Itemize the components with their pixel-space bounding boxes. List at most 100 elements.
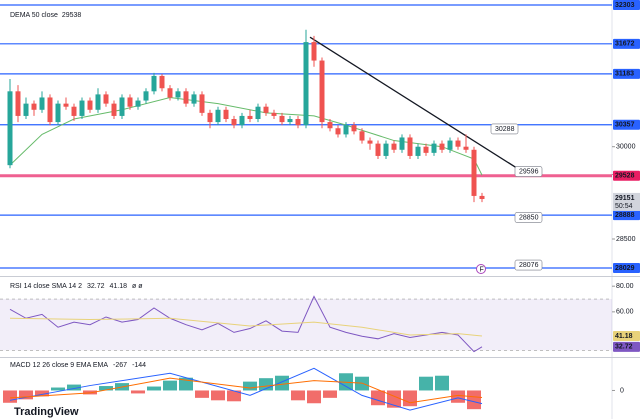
line <box>9 295 483 353</box>
histogram-bar <box>19 390 33 400</box>
annotation-box <box>490 123 519 135</box>
rsi-band <box>0 299 612 351</box>
flag-icon-f: F <box>480 266 484 273</box>
legend-value: 41.18 <box>110 283 128 290</box>
level-label-bg <box>613 68 640 79</box>
candle-body <box>23 103 29 116</box>
histogram-bar <box>211 390 225 401</box>
histogram-bar <box>131 390 145 394</box>
histogram-bar <box>195 390 209 398</box>
level-label: 32303 <box>615 2 635 9</box>
candle-body <box>351 125 357 132</box>
candle-body <box>159 75 165 89</box>
annotation: 28850 <box>519 214 539 221</box>
candle-body <box>263 106 269 113</box>
candle-body <box>327 122 333 129</box>
last-value-label-bg <box>613 341 640 352</box>
legend-value: -267 <box>113 362 127 369</box>
line <box>9 377 483 404</box>
histogram-bar <box>323 390 337 398</box>
candle-body <box>471 149 477 196</box>
candle-body <box>431 143 437 153</box>
annotation-box <box>514 212 543 223</box>
annotation: 28076 <box>519 262 539 269</box>
level-label-bg <box>613 38 640 49</box>
legend-value: 32.72 <box>87 283 105 290</box>
histogram-bar <box>451 390 465 403</box>
histogram-bar <box>243 381 257 391</box>
candle-body <box>207 112 213 123</box>
candle-body <box>303 42 309 126</box>
candle-body <box>407 137 413 156</box>
histogram-bar <box>435 375 449 391</box>
candle-body <box>103 94 109 104</box>
line <box>9 367 483 411</box>
candle-body <box>199 94 205 113</box>
candle-body <box>359 131 365 141</box>
candle-body <box>463 146 469 150</box>
histogram-bar <box>67 384 81 391</box>
candle-body <box>447 140 453 150</box>
candle-body <box>223 109 229 120</box>
candle-body <box>239 115 245 126</box>
level-label: 28888 <box>615 212 635 219</box>
y-tick-label: 60.00 <box>616 309 634 316</box>
histogram-bar <box>467 390 481 410</box>
histogram-bar <box>147 386 161 391</box>
flag-icon <box>476 264 486 274</box>
annotation: 29596 <box>519 168 539 175</box>
candle-body <box>15 91 21 116</box>
candle-body <box>287 119 293 123</box>
candle-body <box>455 140 461 147</box>
histogram-bar <box>51 387 65 391</box>
pane-title: RSI 14 close SMA 14 2 <box>10 283 82 290</box>
candle-body <box>63 103 69 107</box>
histogram-bar <box>35 390 49 397</box>
candle-body <box>151 75 157 92</box>
candle-body <box>31 103 37 110</box>
last-value-label-bg <box>613 331 640 342</box>
last-value-label: 41.18 <box>615 333 633 340</box>
histogram-bar <box>99 386 113 391</box>
candle-body <box>271 112 277 116</box>
histogram-bar <box>163 380 177 391</box>
level-label-bg <box>613 262 640 273</box>
histogram-bar <box>3 390 17 403</box>
y-tick-label: 28500 <box>616 236 636 243</box>
legend-extra: ø ø <box>132 283 143 290</box>
candle-body <box>55 103 61 123</box>
candle-body <box>423 146 429 153</box>
candle-body <box>167 88 173 98</box>
level-label: 29528 <box>615 173 635 180</box>
candle-body <box>183 91 189 104</box>
y-tick-label: 80.00 <box>616 283 634 290</box>
annotation-box <box>514 259 543 271</box>
y-tick-label: 30000 <box>616 144 636 151</box>
countdown: 50:54 <box>615 203 633 210</box>
candle-body <box>255 106 261 120</box>
candle-body <box>87 100 93 110</box>
candle-body <box>343 125 349 135</box>
legend-value: -144 <box>132 362 146 369</box>
histogram-bar <box>275 375 289 391</box>
candle-body <box>391 143 397 150</box>
candle-body <box>279 115 285 123</box>
trend-line <box>309 36 523 172</box>
candle-body <box>439 143 445 150</box>
level-label-bg <box>613 0 640 10</box>
candle-body <box>143 91 149 101</box>
histogram-bar <box>291 390 305 401</box>
histogram-bar <box>307 390 321 404</box>
candle-body <box>119 97 125 116</box>
candle-body <box>375 143 381 156</box>
candle-body <box>127 97 133 107</box>
candle-body <box>47 97 53 123</box>
last-value-label: 32.72 <box>615 344 633 351</box>
candle-body <box>295 119 301 126</box>
level-label: 30357 <box>615 122 635 129</box>
candle-body <box>191 94 197 104</box>
histogram-bar <box>371 390 385 406</box>
candle-body <box>367 140 373 144</box>
